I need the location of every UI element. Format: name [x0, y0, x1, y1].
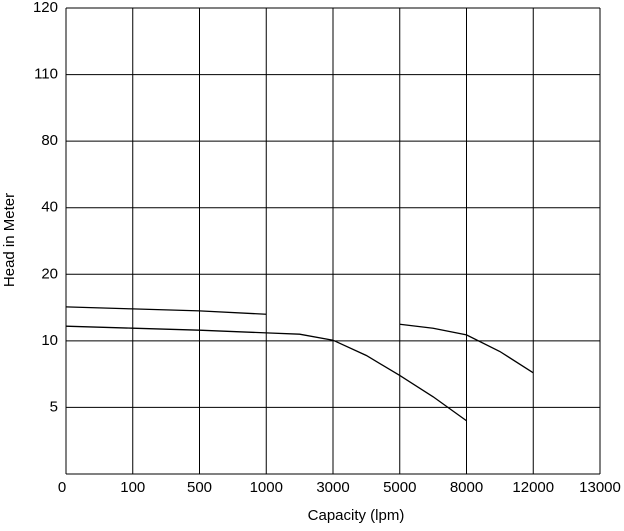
y-tick-label: 5: [50, 398, 58, 415]
x-tick-label: 100: [120, 479, 145, 496]
y-tick-label: 40: [41, 199, 58, 216]
x-tick-label: 0: [58, 479, 66, 496]
series-line: [65, 306, 534, 374]
y-tick-label: 120: [33, 0, 58, 16]
y-tick-label: 10: [41, 332, 58, 349]
x-tick-label: 13000: [579, 479, 621, 496]
x-tick-label: 500: [187, 479, 212, 496]
x-tick-label: 5000: [383, 479, 416, 496]
y-axis-title: Head in Meter: [1, 193, 18, 287]
y-tick-label: 80: [41, 132, 58, 149]
x-tick-label: 3000: [316, 479, 349, 496]
y-tick-label: 20: [41, 265, 58, 282]
y-tick-label: 110: [34, 66, 58, 83]
x-tick-label: 1000: [250, 479, 283, 496]
x-axis-title: Capacity (lpm): [308, 507, 405, 524]
x-tick-label: 8000: [450, 479, 483, 496]
x-tick-label: 12000: [512, 479, 554, 496]
